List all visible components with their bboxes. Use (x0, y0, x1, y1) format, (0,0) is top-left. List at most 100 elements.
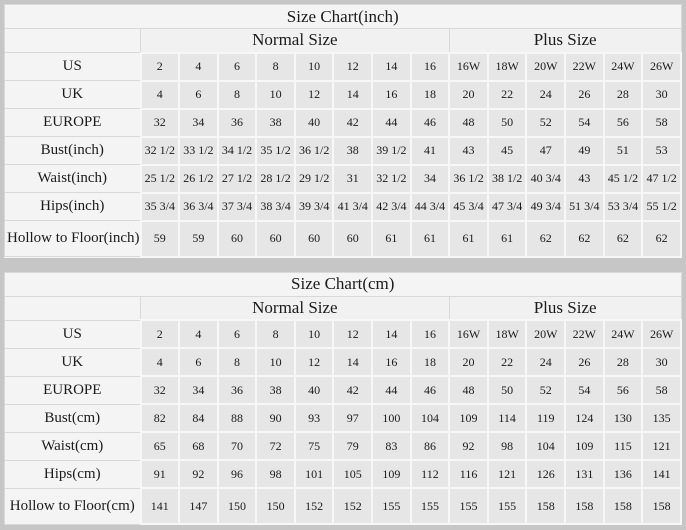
size-value-cell: 32 1/2 (139, 135, 181, 166)
size-value-cell: 31 (332, 163, 374, 194)
table-title: Size Chart(cm) (4, 271, 682, 297)
size-value-cell: 26W (641, 319, 682, 349)
size-value-cell: 22W (564, 319, 605, 349)
size-value-cell: 109 (448, 403, 489, 433)
size-value-cell: 105 (332, 459, 374, 489)
size-value-cell: 10 (293, 51, 335, 82)
size-value-cell: 152 (332, 487, 374, 525)
size-value-cell: 51 3/4 (564, 191, 605, 222)
size-value-cell: 26 (564, 347, 605, 377)
size-value-cell: 37 3/4 (216, 191, 258, 222)
size-value-cell: 8 (255, 51, 296, 82)
row-label: EUROPE (4, 375, 141, 405)
size-value-cell: 158 (641, 487, 682, 525)
size-value-cell: 88 (216, 403, 258, 433)
corner-cell (4, 295, 141, 321)
size-value-cell: 36 1/2 (448, 163, 489, 194)
size-value-cell: 44 (371, 107, 412, 138)
size-value-cell: 32 (139, 375, 181, 405)
table-row: Hips(inch) 35 3/4 36 3/4 37 3/4 38 3/4 39 3/4… (4, 191, 682, 222)
size-value-cell: 18W (486, 51, 528, 82)
size-value-cell: 51 (602, 135, 644, 166)
size-value-cell: 114 (486, 403, 528, 433)
size-value-cell: 53 (641, 135, 682, 166)
size-value-cell: 104 (409, 403, 451, 433)
size-value-cell: 18W (486, 319, 528, 349)
size-value-cell: 115 (602, 431, 644, 461)
size-value-cell: 26 (564, 79, 605, 110)
size-value-cell: 50 (486, 107, 528, 138)
size-value-cell: 38 (332, 135, 374, 166)
size-value-cell: 12 (293, 347, 335, 377)
size-value-cell: 90 (255, 403, 296, 433)
size-value-cell: 28 1/2 (255, 163, 296, 194)
size-value-cell: 30 (641, 347, 682, 377)
size-value-cell: 100 (371, 403, 412, 433)
row-label: Bust(inch) (4, 136, 141, 165)
row-label: Hollow to Floor(inch) (4, 220, 141, 257)
size-value-cell: 26 1/2 (178, 163, 219, 194)
size-value-cell: 141 (641, 459, 682, 489)
size-value-cell: 93 (293, 403, 335, 433)
size-value-cell: 36 (216, 375, 258, 405)
table-row: Hips(cm) 91 92 96 98 101 105 109 112 116 121 126 131… (4, 459, 682, 489)
size-value-cell: 22W (564, 51, 605, 82)
table-row: Waist(cm) 65 68 70 72 75 79 83 86 92 98 104 109 115 12… (4, 431, 682, 461)
size-value-cell: 2 (139, 51, 181, 82)
table-row: UK 4 6 8 10 12 14 16 18 20 22 24 26 28 30 (4, 347, 682, 377)
plus-size-header: Plus Size (448, 295, 682, 321)
row-label: Hips(inch) (4, 192, 141, 221)
table-row: US 2 4 6 8 10 12 14 16 16W 18W 20W 22W 24W 26W (4, 319, 682, 349)
size-value-cell: 43 (564, 163, 605, 194)
size-value-cell: 36 3/4 (178, 191, 219, 222)
row-label: Waist(cm) (4, 431, 141, 461)
size-value-cell: 42 (332, 375, 374, 405)
table-row: Bust(inch) 32 1/2 33 1/2 34 1/2 35 1/2 36 1/2… (4, 135, 682, 166)
size-value-cell: 44 (371, 375, 412, 405)
size-value-cell: 22 (486, 347, 528, 377)
size-value-cell: 20 (448, 79, 489, 110)
size-value-cell: 109 (371, 459, 412, 489)
size-value-cell: 50 (486, 375, 528, 405)
size-value-cell: 68 (178, 431, 219, 461)
size-value-cell: 16 (409, 51, 451, 82)
size-value-cell: 141 (139, 487, 181, 525)
size-value-cell: 158 (525, 487, 567, 525)
table-row: EUROPE 32 34 36 38 40 42 44 46 48 50 52 54 56 58 (4, 375, 682, 405)
size-value-cell: 42 3/4 (371, 191, 412, 222)
size-value-cell: 38 (255, 107, 296, 138)
row-label: UK (4, 80, 141, 109)
size-value-cell: 10 (255, 347, 296, 377)
size-value-cell: 49 3/4 (525, 191, 567, 222)
size-value-cell: 45 3/4 (448, 191, 489, 222)
size-value-cell: 6 (216, 51, 258, 82)
size-value-cell: 61 (371, 219, 412, 258)
size-value-cell: 96 (216, 459, 258, 489)
size-value-cell: 18 (409, 79, 451, 110)
size-value-cell: 40 3/4 (525, 163, 567, 194)
size-value-cell: 26W (641, 51, 682, 82)
size-value-cell: 20W (525, 51, 567, 82)
size-value-cell: 28 (602, 79, 644, 110)
size-value-cell: 8 (255, 319, 296, 349)
size-value-cell: 56 (602, 107, 644, 138)
row-label: Hips(cm) (4, 459, 141, 489)
size-value-cell: 116 (448, 459, 489, 489)
size-value-cell: 98 (486, 431, 528, 461)
size-value-cell: 124 (564, 403, 605, 433)
size-value-cell: 24 (525, 347, 567, 377)
row-label: Waist(inch) (4, 164, 141, 193)
size-value-cell: 97 (332, 403, 374, 433)
size-value-cell: 121 (641, 431, 682, 461)
row-label: US (4, 319, 141, 349)
size-value-cell: 36 (216, 107, 258, 138)
size-value-cell: 4 (178, 51, 219, 82)
size-value-cell: 45 (486, 135, 528, 166)
size-value-cell: 44 3/4 (409, 191, 451, 222)
size-value-cell: 46 (409, 107, 451, 138)
size-value-cell: 34 (178, 107, 219, 138)
size-value-cell: 59 (178, 219, 219, 258)
size-value-cell: 54 (564, 107, 605, 138)
size-value-cell: 56 (602, 375, 644, 405)
